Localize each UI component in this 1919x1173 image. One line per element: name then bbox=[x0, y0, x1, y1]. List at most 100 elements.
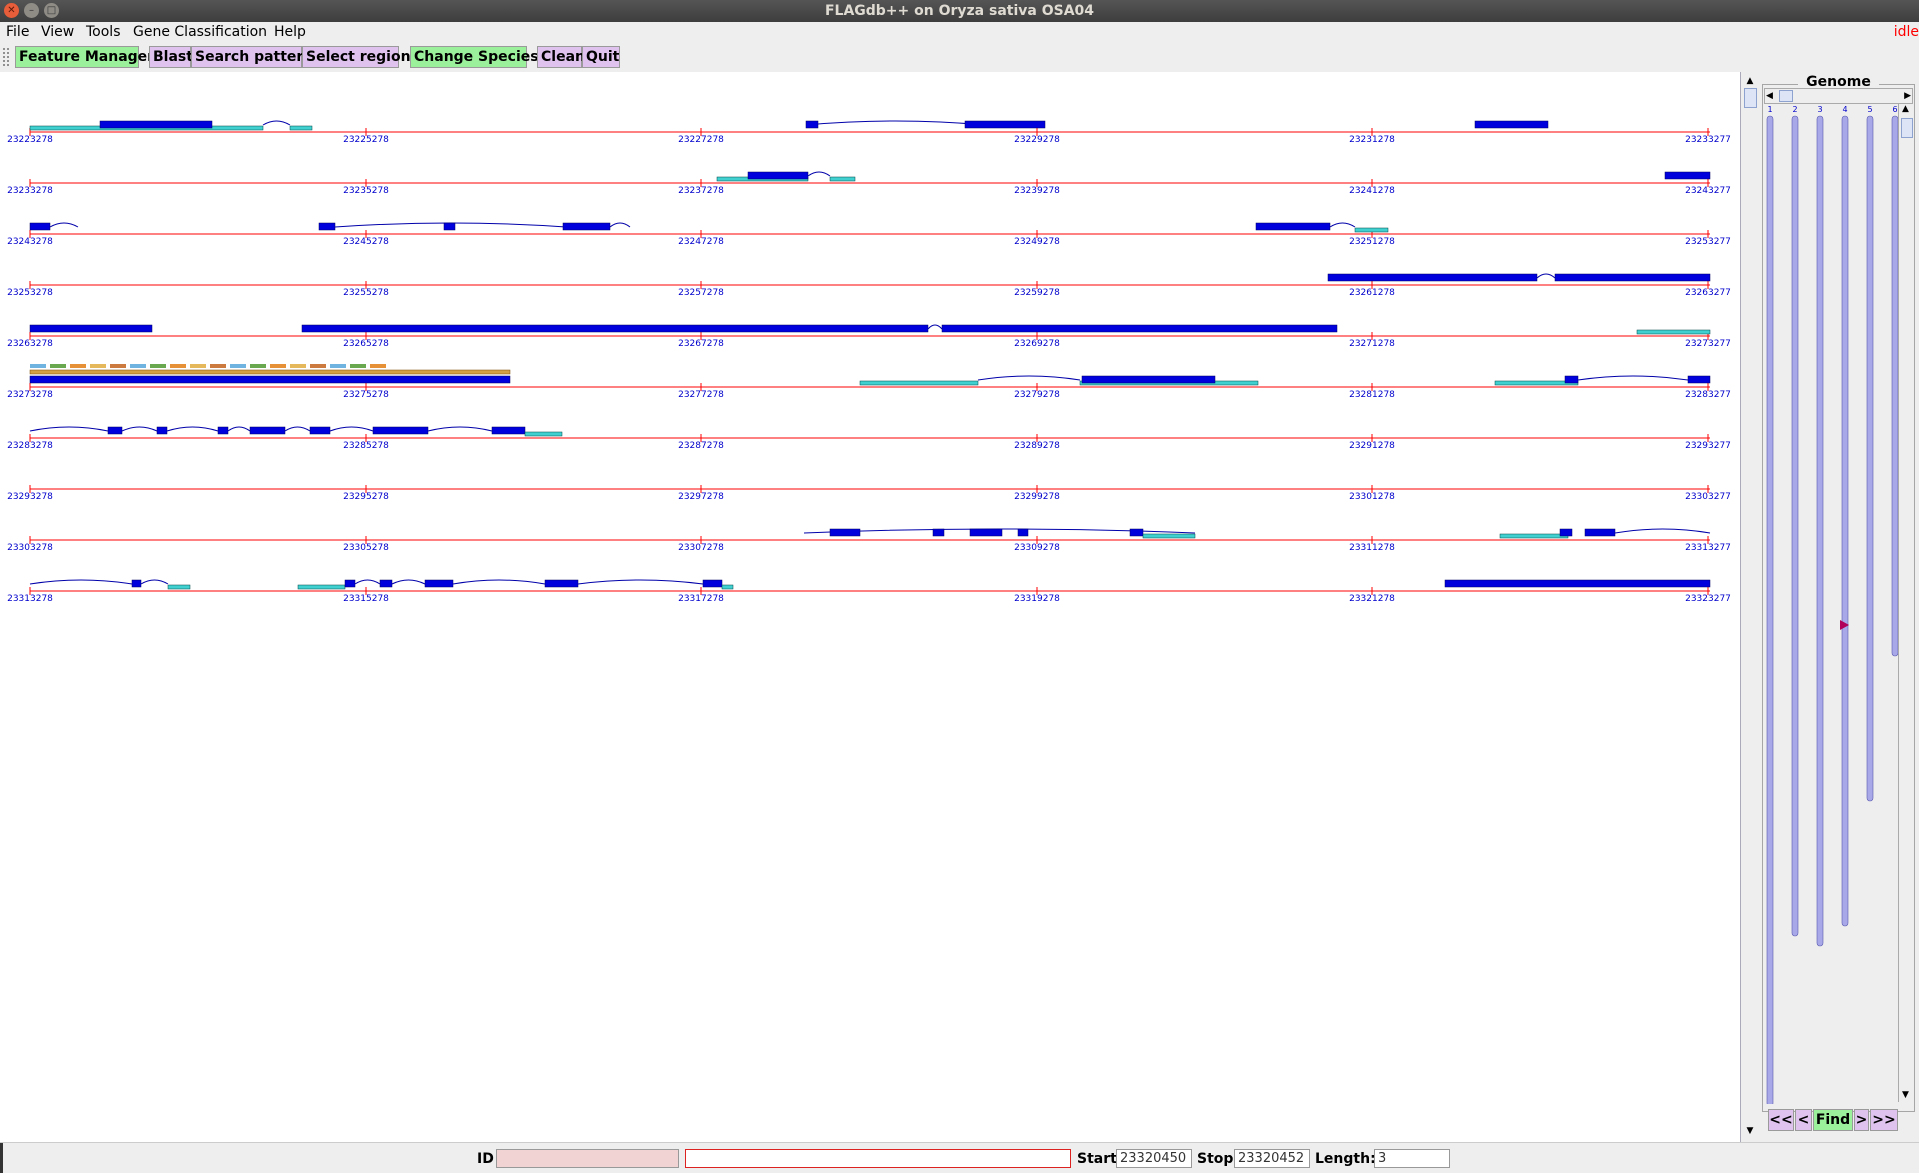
annotation-segment[interactable] bbox=[90, 364, 106, 368]
intron-line[interactable] bbox=[29, 579, 133, 585]
clean-button[interactable]: Clean bbox=[537, 46, 585, 68]
change-species-button[interactable]: Change Species bbox=[410, 46, 539, 68]
intron-line[interactable] bbox=[1577, 375, 1689, 381]
annotation-segment[interactable] bbox=[270, 364, 286, 368]
annotation-segment[interactable] bbox=[50, 364, 66, 368]
quit-button[interactable]: Quit bbox=[582, 46, 620, 68]
exon-block[interactable] bbox=[1564, 375, 1579, 384]
blast-button[interactable]: Blast bbox=[149, 46, 193, 68]
intron-line[interactable] bbox=[391, 579, 426, 585]
genome-scroll-thumb[interactable] bbox=[1779, 90, 1793, 102]
intron-line[interactable] bbox=[609, 222, 631, 228]
exon-block[interactable] bbox=[99, 120, 213, 129]
genome-vertical-scrollbar[interactable]: ▲ ▼ bbox=[1898, 104, 1914, 1102]
intron-line[interactable] bbox=[927, 324, 943, 330]
intron-line[interactable] bbox=[29, 426, 109, 432]
exon-block[interactable] bbox=[1584, 528, 1616, 537]
utr-block[interactable] bbox=[167, 584, 191, 590]
intron-line[interactable] bbox=[166, 426, 219, 432]
genome-vscroll-thumb[interactable] bbox=[1901, 118, 1913, 138]
exon-block[interactable] bbox=[424, 579, 454, 588]
annotation-segment[interactable] bbox=[310, 364, 326, 368]
scroll-left-icon[interactable]: ◀ bbox=[1766, 91, 1773, 101]
exon-block[interactable] bbox=[1687, 375, 1711, 384]
exon-block[interactable] bbox=[1554, 273, 1711, 282]
exon-block[interactable] bbox=[29, 222, 51, 231]
exon-block[interactable] bbox=[372, 426, 429, 435]
annotation-segment[interactable] bbox=[170, 364, 186, 368]
exon-block[interactable] bbox=[29, 324, 153, 333]
utr-block[interactable] bbox=[859, 380, 979, 386]
exon-block[interactable] bbox=[969, 528, 1003, 537]
intron-line[interactable] bbox=[577, 579, 704, 585]
utr-block[interactable] bbox=[524, 431, 563, 437]
exon-block[interactable] bbox=[1664, 171, 1711, 180]
scroll-up-icon[interactable]: ▲ bbox=[1746, 76, 1754, 86]
annotation-segment[interactable] bbox=[290, 364, 306, 368]
exon-block[interactable] bbox=[544, 579, 579, 588]
exon-block[interactable] bbox=[344, 579, 356, 588]
intron-line[interactable] bbox=[354, 579, 381, 585]
annotation-segment[interactable] bbox=[190, 364, 206, 368]
exon-block[interactable] bbox=[747, 171, 809, 180]
exon-block[interactable] bbox=[443, 222, 456, 231]
exon-block[interactable] bbox=[249, 426, 286, 435]
find-button[interactable]: Find bbox=[1813, 1109, 1853, 1131]
menu-gene-classification[interactable]: Gene Classification bbox=[133, 24, 268, 40]
chromosome-bar[interactable] bbox=[1791, 115, 1799, 937]
intron-line[interactable] bbox=[427, 426, 493, 432]
exon-block[interactable] bbox=[107, 426, 123, 435]
main-vertical-scrollbar[interactable]: ▲ ▼ bbox=[1740, 72, 1759, 1142]
utr-block[interactable] bbox=[1142, 533, 1196, 539]
intron-line[interactable] bbox=[1614, 528, 1711, 534]
maximize-window-icon[interactable]: □ bbox=[44, 3, 59, 18]
intron-line[interactable] bbox=[284, 426, 311, 432]
annotation-segment[interactable] bbox=[250, 364, 266, 368]
exon-block[interactable] bbox=[309, 426, 331, 435]
intron-line[interactable] bbox=[1536, 273, 1556, 279]
exon-block[interactable] bbox=[1444, 579, 1711, 588]
intron-line[interactable] bbox=[1329, 222, 1356, 228]
annotation-segment[interactable] bbox=[110, 364, 126, 368]
utr-block[interactable] bbox=[1636, 329, 1711, 335]
utr-block[interactable] bbox=[297, 584, 346, 590]
exon-block[interactable] bbox=[932, 528, 945, 537]
exon-block[interactable] bbox=[156, 426, 168, 435]
gene-track-view[interactable]: 23223278 23225278 23227278 23229278 23231278… bbox=[0, 72, 1741, 1142]
annotation-segment[interactable] bbox=[210, 364, 226, 368]
menu-view[interactable]: View bbox=[41, 24, 75, 40]
search-field[interactable] bbox=[685, 1149, 1071, 1168]
chromosome-bar[interactable] bbox=[1766, 115, 1774, 1104]
scroll-down-icon[interactable]: ▼ bbox=[1746, 1126, 1754, 1136]
intron-line[interactable] bbox=[807, 171, 831, 177]
intron-line[interactable] bbox=[227, 426, 251, 432]
chromosome-bar[interactable] bbox=[1816, 115, 1824, 947]
exon-block[interactable] bbox=[964, 120, 1046, 129]
menu-tools[interactable]: Tools bbox=[86, 24, 121, 40]
utr-block[interactable] bbox=[289, 125, 313, 131]
exon-block[interactable] bbox=[29, 375, 511, 384]
chromosome-map[interactable]: 1 2 3 4 5 6 bbox=[1758, 104, 1919, 1104]
previous-button[interactable]: < bbox=[1795, 1109, 1812, 1131]
exon-block[interactable] bbox=[1129, 528, 1144, 537]
intron-line[interactable] bbox=[977, 375, 1081, 381]
select-region-button[interactable]: Select region bbox=[302, 46, 411, 68]
menu-help[interactable]: Help bbox=[274, 24, 306, 40]
annotation-segment[interactable] bbox=[150, 364, 166, 368]
scroll-right-icon[interactable]: ▶ bbox=[1904, 91, 1911, 101]
id-field[interactable] bbox=[496, 1149, 679, 1168]
utr-block[interactable] bbox=[721, 584, 734, 590]
annotation-segment[interactable] bbox=[130, 364, 146, 368]
exon-block[interactable] bbox=[941, 324, 1338, 333]
annotation-bar[interactable] bbox=[29, 369, 511, 375]
exon-block[interactable] bbox=[379, 579, 393, 588]
exon-block[interactable] bbox=[131, 579, 142, 588]
annotation-segment[interactable] bbox=[230, 364, 246, 368]
annotation-segment[interactable] bbox=[70, 364, 86, 368]
annotation-segment[interactable] bbox=[30, 364, 46, 368]
next-button[interactable]: > bbox=[1854, 1109, 1869, 1131]
chromosome-bar[interactable] bbox=[1841, 115, 1849, 927]
intron-line[interactable] bbox=[49, 222, 79, 228]
exon-block[interactable] bbox=[491, 426, 526, 435]
first-button[interactable]: << bbox=[1768, 1109, 1794, 1131]
